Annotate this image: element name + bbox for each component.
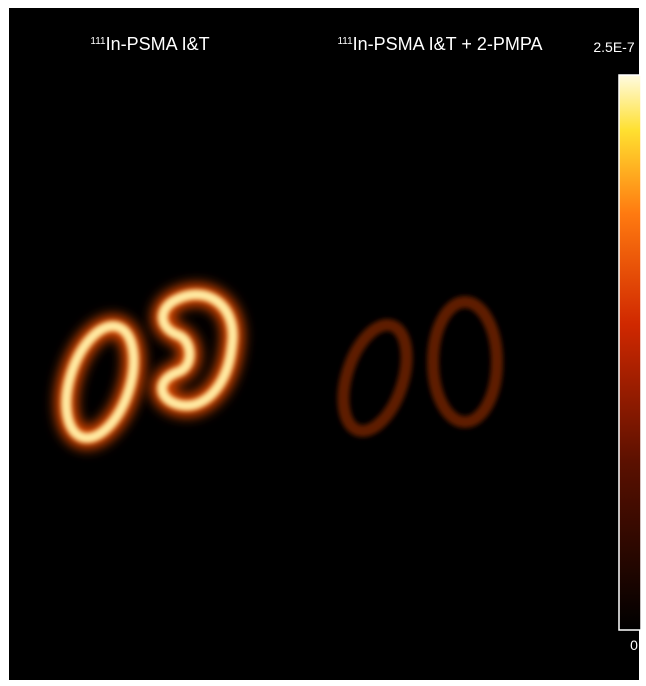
isotope: 111	[337, 36, 353, 47]
colorbar-max: 2.5E-7	[593, 39, 634, 55]
colorbar	[618, 74, 642, 631]
compound: In-PSMA I&T	[106, 34, 210, 54]
compound: In-PSMA I&T + 2-PMPA	[353, 34, 543, 54]
panel-title: 111In-PSMA I&T	[90, 34, 209, 54]
isotope: 111	[90, 36, 106, 47]
left-kidneys	[55, 283, 244, 449]
panel-title: 111In-PSMA I&T + 2-PMPA	[337, 34, 542, 54]
colorbar-min: 0	[630, 637, 638, 653]
image-background	[9, 8, 639, 680]
right-kidneys	[337, 296, 503, 438]
